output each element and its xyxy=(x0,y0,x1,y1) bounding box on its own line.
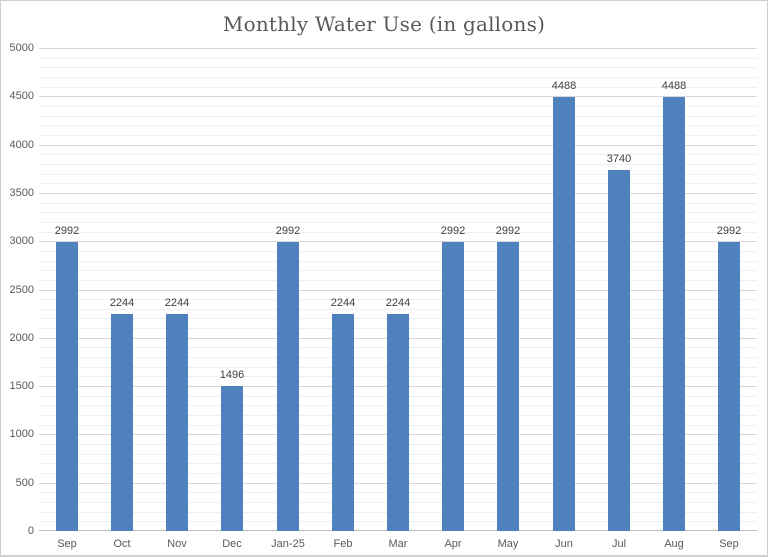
data-label: 2244 xyxy=(164,297,190,309)
minor-gridline xyxy=(39,251,757,252)
x-tick-label: Aug xyxy=(664,538,684,550)
x-tick-label: Dec xyxy=(222,538,242,550)
minor-gridline xyxy=(39,135,757,136)
data-label: 2992 xyxy=(495,225,521,237)
major-gridline xyxy=(39,96,757,97)
minor-gridline xyxy=(39,58,757,59)
minor-gridline xyxy=(39,106,757,107)
x-tick-label: Oct xyxy=(113,538,131,550)
y-tick-label: 3500 xyxy=(9,187,34,199)
major-gridline xyxy=(39,241,757,242)
minor-gridline xyxy=(39,212,757,213)
y-tick-label: 5000 xyxy=(9,42,34,54)
bar-sep xyxy=(56,242,78,531)
bar-sep xyxy=(718,242,740,531)
minor-gridline xyxy=(39,309,757,310)
data-label: 2992 xyxy=(440,225,466,237)
x-tick-label: Jan-25 xyxy=(271,538,305,550)
minor-gridline xyxy=(39,67,757,68)
bar-dec xyxy=(221,386,243,531)
bar-may xyxy=(497,242,519,531)
minor-gridline xyxy=(39,183,757,184)
data-label: 4488 xyxy=(661,80,687,92)
y-tick-label: 3000 xyxy=(9,235,34,247)
bar-apr xyxy=(442,242,464,531)
minor-gridline xyxy=(39,174,757,175)
minor-gridline xyxy=(39,125,757,126)
data-label: 2244 xyxy=(385,297,411,309)
data-label: 2992 xyxy=(54,225,80,237)
x-tick-label: Apr xyxy=(444,538,462,550)
bar-mar xyxy=(387,314,409,531)
bar-jan-25 xyxy=(277,242,299,531)
minor-gridline xyxy=(39,261,757,262)
x-axis: Sep Oct Nov Dec Jan-25 Feb Mar Apr May Jun Jul Aug S… xyxy=(39,535,757,553)
major-gridline xyxy=(39,48,757,49)
y-axis: 0 500 1000 1500 2000 2500 3000 3500 4000 4500 5000 xyxy=(1,42,34,537)
x-tick-label: Feb xyxy=(333,538,353,550)
minor-gridline xyxy=(39,116,757,117)
major-gridline xyxy=(39,290,757,291)
y-tick-label: 2500 xyxy=(9,284,34,296)
y-tick-label: 1000 xyxy=(9,428,34,440)
minor-gridline xyxy=(39,280,757,281)
minor-gridline xyxy=(39,164,757,165)
data-label: 2992 xyxy=(716,225,742,237)
bar-oct xyxy=(111,314,133,531)
x-tick-label: Jul xyxy=(611,538,627,550)
bar-nov xyxy=(166,314,188,531)
bar-aug xyxy=(663,97,685,531)
x-tick-label: Mar xyxy=(388,538,408,550)
y-tick-label: 500 xyxy=(15,477,34,489)
data-label: 2992 xyxy=(275,225,301,237)
minor-gridline xyxy=(39,87,757,88)
x-tick-label: Sep xyxy=(57,538,77,550)
x-tick-label: Jun xyxy=(555,538,573,550)
y-tick-label: 0 xyxy=(27,525,34,537)
data-label: 2244 xyxy=(330,297,356,309)
minor-gridline xyxy=(39,77,757,78)
chart-title: Monthly Water Use (in gallons) xyxy=(222,12,546,36)
bar-jul xyxy=(608,170,630,531)
data-label: 3740 xyxy=(606,153,632,165)
minor-gridline xyxy=(39,203,757,204)
minor-gridline xyxy=(39,232,757,233)
bar-feb xyxy=(332,314,354,531)
major-gridline xyxy=(39,145,757,146)
x-tick-label: Nov xyxy=(167,538,187,550)
minor-gridline xyxy=(39,270,757,271)
y-tick-label: 4500 xyxy=(9,90,34,102)
data-label: 2244 xyxy=(109,297,135,309)
data-label: 4488 xyxy=(551,80,577,92)
bar-jun xyxy=(553,97,575,531)
major-gridline xyxy=(39,193,757,194)
minor-gridline xyxy=(39,154,757,155)
minor-gridline xyxy=(39,299,757,300)
y-tick-label: 1500 xyxy=(9,380,34,392)
x-tick-label: May xyxy=(497,538,519,550)
plot-area: 2992 2244 2244 1496 2992 2244 2244 2992 2992 4488… xyxy=(39,48,757,531)
y-tick-label: 4000 xyxy=(9,139,34,151)
minor-gridline xyxy=(39,222,757,223)
data-label: 1496 xyxy=(219,369,245,381)
y-tick-label: 2000 xyxy=(9,332,34,344)
x-tick-label: Sep xyxy=(719,538,739,550)
